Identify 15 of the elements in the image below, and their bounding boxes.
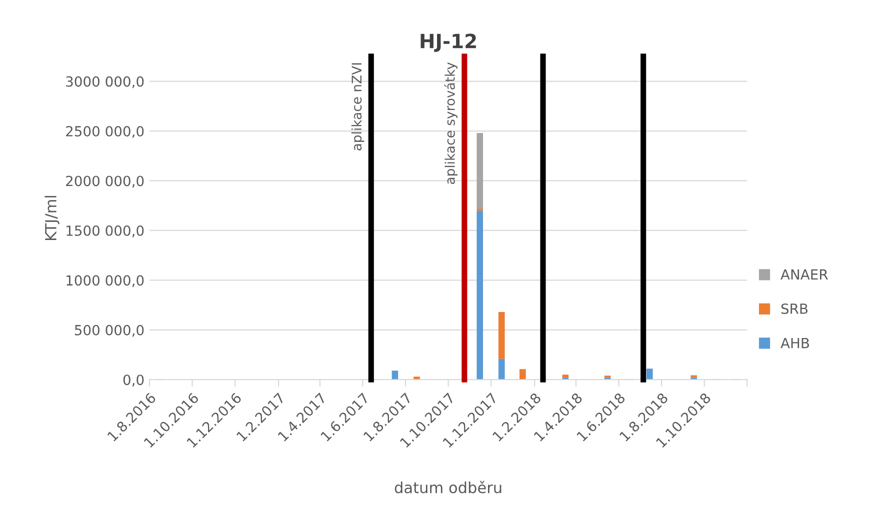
chart-title: HJ-12: [420, 34, 476, 52]
y-axis-title: KTJ/ml: [44, 196, 60, 240]
y-tick-label: 3000 000,0: [66, 76, 144, 88]
y-tick-label: 500 000,0: [74, 324, 144, 337]
legend-label: AHB: [780, 338, 809, 348]
ref-line-label: aplikace syrovátky: [444, 62, 458, 184]
y-tick-label: 1500 000,0: [66, 225, 144, 238]
legend-label: ANAER: [780, 269, 828, 280]
x-axis-title: datum odběru: [394, 480, 502, 494]
ref-line-label: aplikace nZVI: [351, 63, 364, 150]
y-tick-label: 2500 000,0: [66, 126, 144, 138]
legend-label: SRB: [781, 303, 808, 314]
y-tick-label: 0,0: [123, 374, 144, 387]
y-tick-label: 1000 000,0: [66, 275, 144, 288]
y-tick-label: 2000 000,0: [66, 176, 144, 188]
